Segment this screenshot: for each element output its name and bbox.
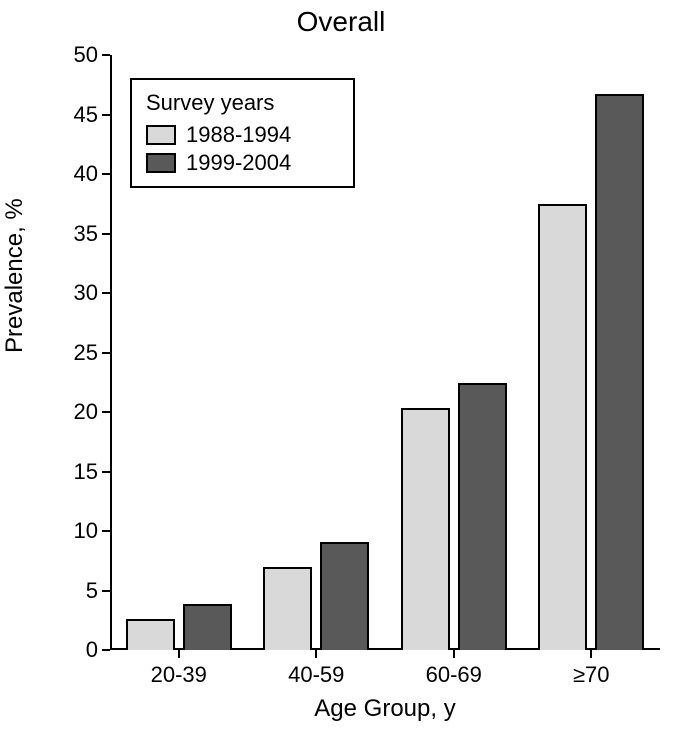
ytick-label: 0	[60, 637, 98, 663]
bar	[458, 383, 507, 650]
ytick-mark	[102, 292, 110, 294]
bar	[538, 204, 587, 650]
ytick-mark	[102, 173, 110, 175]
ytick-label: 10	[60, 518, 98, 544]
ytick-label: 45	[60, 102, 98, 128]
ytick-mark	[102, 649, 110, 651]
ytick-mark	[102, 233, 110, 235]
ytick-label: 15	[60, 459, 98, 485]
legend: Survey years 1988-19941999-2004	[130, 78, 355, 188]
ytick-mark	[102, 530, 110, 532]
bar	[401, 408, 450, 650]
ytick-mark	[102, 54, 110, 56]
ytick-mark	[102, 411, 110, 413]
x-axis-label: Age Group, y	[110, 695, 660, 723]
legend-title: Survey years	[146, 90, 339, 116]
xtick-mark	[315, 650, 317, 658]
xtick-label: 40-59	[288, 662, 344, 688]
ytick-label: 50	[60, 42, 98, 68]
bar	[263, 567, 312, 650]
ytick-mark	[102, 471, 110, 473]
legend-label: 1999-2004	[186, 150, 291, 176]
xtick-mark	[178, 650, 180, 658]
xtick-label: 60-69	[426, 662, 482, 688]
chart-title: Overall	[0, 6, 682, 38]
xtick-mark	[590, 650, 592, 658]
legend-swatch	[146, 153, 176, 173]
ytick-label: 25	[60, 340, 98, 366]
xtick-mark	[453, 650, 455, 658]
ytick-label: 20	[60, 399, 98, 425]
legend-item: 1988-1994	[146, 122, 339, 148]
xtick-label: 20-39	[151, 662, 207, 688]
bar	[595, 94, 644, 650]
bar	[126, 619, 175, 650]
xtick-label: ≥70	[573, 662, 610, 688]
ytick-label: 30	[60, 280, 98, 306]
legend-item: 1999-2004	[146, 150, 339, 176]
chart-container: Overall Prevalence, % Age Group, y Surve…	[0, 0, 682, 748]
bar	[320, 542, 369, 650]
bar	[183, 604, 232, 650]
ytick-label: 40	[60, 161, 98, 187]
ytick-mark	[102, 352, 110, 354]
ytick-label: 5	[60, 578, 98, 604]
ytick-mark	[102, 114, 110, 116]
ytick-label: 35	[60, 221, 98, 247]
ytick-mark	[102, 590, 110, 592]
legend-label: 1988-1994	[186, 122, 291, 148]
legend-swatch	[146, 125, 176, 145]
